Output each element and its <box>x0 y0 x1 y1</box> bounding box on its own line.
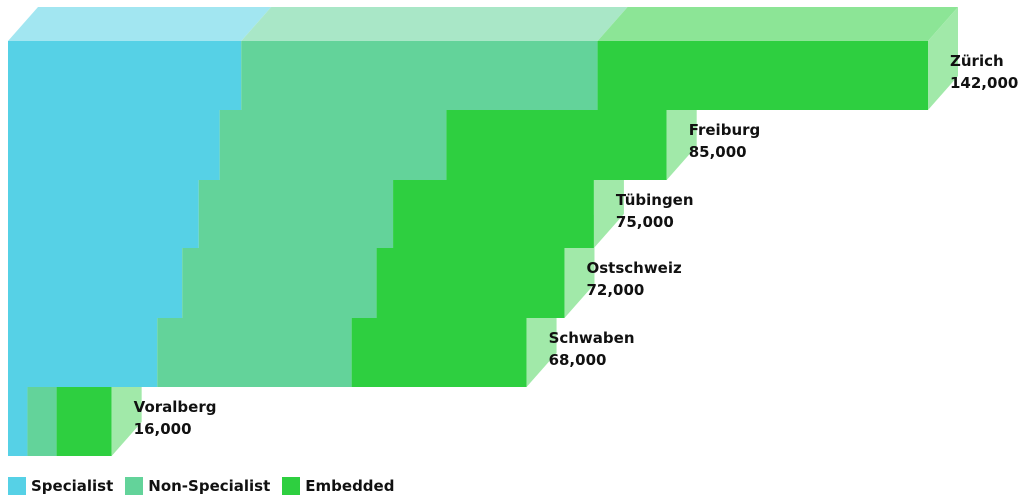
bar-schwaben-embedded <box>351 318 527 387</box>
bar-tubingen-non-specialist <box>198 180 394 248</box>
bar-group-ostschweiz: Ostschweiz 72,000 <box>8 214 682 318</box>
bar-schwaben-specialist <box>8 318 158 387</box>
legend-item-specialist: Specialist <box>8 477 113 495</box>
bar-group-schwaben: Schwaben 68,000 <box>8 284 635 387</box>
bar-schwaben-non-specialist <box>157 318 352 387</box>
bar-ostschweiz-embedded <box>376 248 565 318</box>
bar-value-label-freiburg: 85,000 <box>689 143 747 161</box>
bar-voralberg-specialist <box>8 387 28 456</box>
bar-freiburg-non-specialist <box>219 110 447 180</box>
bar-freiburg-embedded <box>446 110 667 180</box>
legend-item-non-specialist: Non-Specialist <box>125 477 270 495</box>
bar-top-zurich-non-specialist <box>241 7 628 41</box>
bar-value-label-schwaben: 68,000 <box>549 351 607 369</box>
bar-zurich-non-specialist <box>241 41 598 110</box>
legend-label-specialist: Specialist <box>31 477 114 495</box>
bar-category-label-voralberg: Voralberg <box>134 398 217 416</box>
bar-category-label-tubingen: Tübingen <box>616 191 694 209</box>
legend: Specialist Non-Specialist Embedded <box>8 477 406 495</box>
legend-item-embedded: Embedded <box>282 477 394 495</box>
stacked-bar-chart: Voralberg 16,000 Schwaben 68,000 Ostschweiz 7… <box>8 7 1018 456</box>
bar-category-label-ostschweiz: Ostschweiz <box>586 259 682 277</box>
bar-freiburg-specialist <box>8 110 220 180</box>
bar-group-zurich: Zürich 142,000 <box>8 7 1018 110</box>
bar-zurich-specialist <box>8 41 242 110</box>
bar-category-label-zurich: Zürich <box>950 52 1004 70</box>
bar-tubingen-specialist <box>8 180 199 248</box>
legend-label-non-specialist: Non-Specialist <box>148 477 271 495</box>
bar-tubingen-embedded <box>393 180 594 248</box>
bar-top-zurich-embedded <box>597 7 958 41</box>
bar-category-label-schwaben: Schwaben <box>549 329 635 347</box>
legend-swatch-non-specialist <box>125 477 144 495</box>
bar-group-freiburg: Freiburg 85,000 <box>8 76 760 180</box>
bar-value-label-voralberg: 16,000 <box>134 420 192 438</box>
bar-side-zurich <box>928 7 958 110</box>
bar-category-label-freiburg: Freiburg <box>689 121 761 139</box>
bar-top-zurich-specialist <box>8 7 272 41</box>
bar-zurich-embedded <box>597 41 928 110</box>
bar-value-label-ostschweiz: 72,000 <box>586 281 644 299</box>
bar-voralberg-non-specialist <box>27 387 57 456</box>
bar-ostschweiz-non-specialist <box>182 248 377 318</box>
bar-value-label-zurich: 142,000 <box>950 74 1018 92</box>
legend-label-embedded: Embedded <box>305 477 395 495</box>
bar-voralberg-embedded <box>56 387 112 456</box>
bar-value-label-tubingen: 75,000 <box>616 213 674 231</box>
bar-ostschweiz-specialist <box>8 248 183 318</box>
legend-swatch-specialist <box>8 477 26 495</box>
legend-swatch-embedded <box>282 477 301 495</box>
